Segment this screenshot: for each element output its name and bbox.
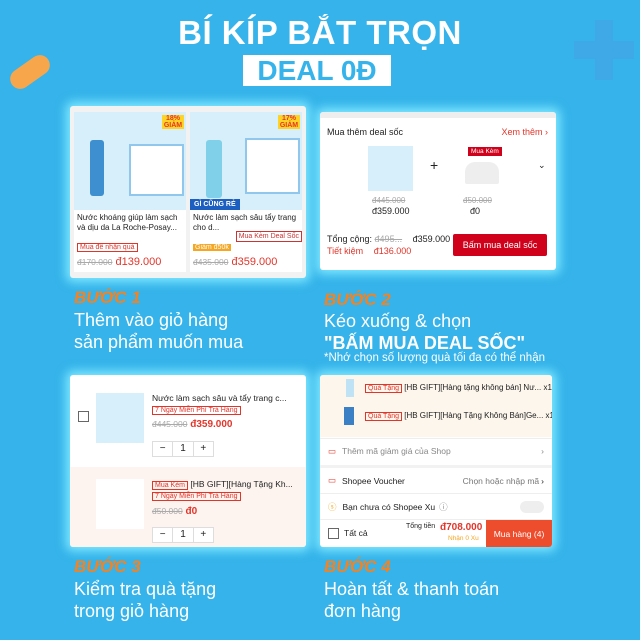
gift-image: [96, 479, 144, 529]
old-price: đ50.000: [152, 506, 183, 516]
shopee-xu-row: ⓢ Bạn chưa có Shopee Xu ⓘ: [320, 493, 552, 520]
xu-toggle[interactable]: [520, 501, 544, 513]
return-badge: 7 Ngày Miễn Phí Trả Hàng: [152, 406, 241, 415]
plus-icon: +: [430, 157, 439, 173]
step2-description: Kéo xuống & chọn "BẤM MUA DEAL SỐC": [324, 311, 526, 353]
step4-label: BƯỚC 4: [324, 557, 391, 576]
gift-image: [346, 379, 354, 397]
old-price: đ445.000: [152, 419, 188, 429]
gift-name: [HB GIFT][Hàng tặng không bán] Nư...: [404, 383, 542, 392]
step2-label: BƯỚC 2: [324, 290, 391, 309]
price: đ0: [470, 206, 481, 216]
deal-product-image[interactable]: [368, 146, 413, 191]
step1-description: Thêm vào giỏ hàng sản phẩm muốn mua: [74, 310, 244, 352]
bandage-decoration-icon: [6, 51, 54, 93]
gift-tag: Mua Kèm: [468, 147, 502, 156]
page-title-highlight: DEAL 0Đ: [243, 55, 391, 86]
discount-badge: 17% GIẢM: [278, 115, 300, 129]
quantity-stepper[interactable]: −1 +: [152, 527, 214, 543]
gift-image: [344, 407, 354, 425]
gift-box: [245, 138, 300, 194]
product-bottle: [90, 140, 104, 196]
old-price: đ170.000: [77, 257, 113, 267]
shop-voucher-row[interactable]: ▭ Thêm mã giảm giá của Shop ›: [320, 438, 552, 463]
product-name: Nước khoáng giúp làm sạch và dịu da La R…: [77, 213, 178, 232]
step3-description: Kiểm tra quà tặng trong giỏ hàng: [74, 579, 217, 621]
see-more-link[interactable]: Xem thêm ›: [501, 127, 548, 137]
chevron-down-icon[interactable]: ⌄: [538, 160, 546, 170]
xu-earn: Nhận 0 Xu: [448, 535, 479, 542]
return-badge: 7 Ngày Miễn Phí Trả Hàng: [152, 492, 241, 501]
page-title: BÍ KÍP BẮT TRỌN: [178, 14, 462, 51]
gift-tag: Quà Tặng: [365, 384, 403, 393]
total-value: đ708.000: [440, 522, 483, 533]
gift-name: [HB GIFT][Hàng Tặng Không Bán]Ge...: [404, 411, 544, 420]
price: đ359.000: [231, 256, 278, 268]
savings-row: Tiết kiệm đ136.000: [327, 246, 412, 256]
old-price: đ50.000: [463, 196, 492, 205]
buy-deal-button[interactable]: Bấm mua deal sốc: [453, 234, 547, 256]
gift-box: [129, 144, 184, 196]
step3-screenshot: Nước làm sạch sâu và tẩy trang c... 7 Ng…: [70, 375, 306, 547]
product-image: 17% GIẢM GÌ CŨNG RẺ: [190, 112, 302, 210]
total-row: Tổng cộng: đ495... đ359.000: [327, 234, 451, 244]
step3-label: BƯỚC 3: [74, 557, 141, 576]
price: đ359.000: [372, 206, 410, 216]
discount-badge: 18% GIẢM: [162, 115, 184, 129]
product-card[interactable]: 17% GIẢM GÌ CŨNG RẺ Nước làm sạch sâu tẩ…: [190, 112, 302, 272]
step2-note: *Nhớ chọn số lượng quà tối đa có thể nhậ…: [324, 352, 545, 364]
product-bottle: [206, 140, 222, 198]
product-card[interactable]: 18% GIẢM Nước khoáng giúp làm sạch và dị…: [74, 112, 186, 272]
price: đ139.000: [115, 256, 162, 268]
price: đ0: [185, 506, 198, 517]
quantity-stepper[interactable]: −1 +: [152, 441, 214, 457]
product-name: Nước làm sạch sâu tẩy trang cho d...: [193, 213, 297, 232]
step4-description: Hoàn tất & thanh toán đơn hàng: [324, 579, 500, 621]
step4-screenshot: Quà Tặng [HB GIFT][Hàng tặng không bán] …: [320, 375, 552, 547]
step1-screenshot: 18% GIẢM Nước khoáng giúp làm sạch và dị…: [70, 106, 306, 278]
coin-icon: ⓢ: [328, 502, 337, 512]
price: đ359.000: [190, 419, 233, 430]
shopee-voucher-row[interactable]: ▭ Shopee Voucher Chọn hoặc nhập mã ›: [320, 465, 552, 493]
checkout-button[interactable]: Mua hàng (4): [486, 520, 552, 547]
old-price: đ435.000: [193, 257, 229, 267]
product-badge: Mua để nhận quà: [77, 243, 138, 252]
section-title: Mua thêm deal sốc: [327, 127, 404, 137]
cart-item-image: [96, 393, 144, 443]
old-price: đ445.000: [372, 196, 406, 205]
product-badge: Giảm đ50k: [193, 244, 231, 251]
total-label: Tổng tiền: [406, 523, 436, 530]
step1-label: BƯỚC 1: [74, 288, 141, 307]
ribbon-label: GÌ CŨNG RẺ: [190, 199, 240, 210]
select-all-label: Tất cả: [344, 528, 368, 538]
item-checkbox[interactable]: [78, 411, 89, 422]
step2-screenshot: Mua thêm deal sốc Xem thêm › + Mua Kèm ⌄…: [320, 112, 556, 270]
gift-image[interactable]: [465, 162, 499, 184]
help-icon: ⓘ: [439, 502, 448, 512]
deal-soc-tag: Mua Kèm Deal Sốc: [235, 231, 302, 242]
cart-item-name[interactable]: Nước làm sạch sâu và tẩy trang c...: [152, 393, 287, 403]
select-all-checkbox[interactable]: [328, 528, 339, 539]
cart-item-name[interactable]: [HB GIFT][Hàng Tặng Kh...: [190, 479, 293, 489]
gift-tag: Mua Kèm: [152, 481, 188, 490]
cross-decoration-icon: [574, 41, 634, 59]
product-image: 18% GIẢM: [74, 112, 186, 210]
gift-tag: Quà Tặng: [365, 412, 403, 421]
